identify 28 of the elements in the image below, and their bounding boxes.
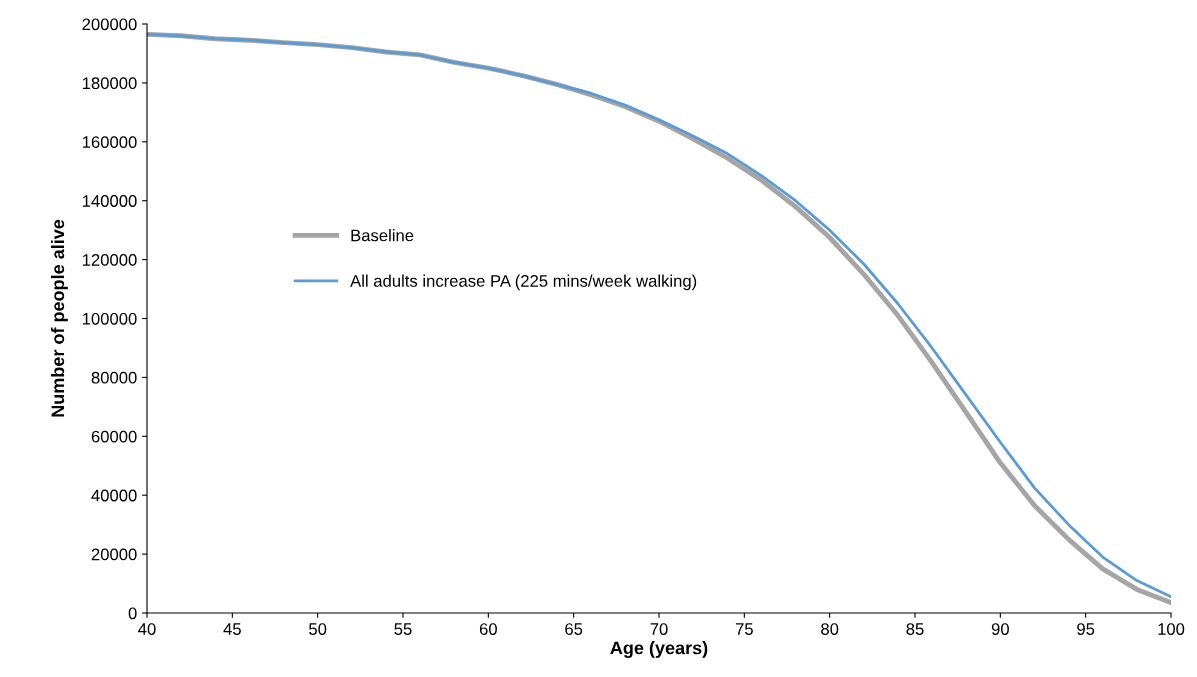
y-tick-label: 0 [128, 607, 137, 620]
x-tick-label: 55 [394, 623, 412, 635]
y-tick-label: 200000 [82, 18, 137, 31]
y-tick-label: 80000 [91, 371, 137, 384]
legend-label: Baseline [351, 229, 414, 242]
legend-label: All adults increase PA (225 mins/week walking) [350, 274, 697, 291]
x-tick-label: 65 [565, 623, 583, 635]
y-tick-label: 120000 [82, 254, 137, 266]
y-tick-label: 20000 [91, 548, 137, 561]
y-tick-label: 160000 [82, 136, 137, 148]
x-tick-label: 90 [991, 623, 1009, 635]
y-tick-label: 40000 [91, 489, 137, 502]
x-tick-label: 40 [138, 623, 156, 635]
x-tick-label: 80 [821, 623, 839, 635]
y-tick-label: 100000 [82, 312, 137, 325]
x-tick-label: 60 [479, 623, 497, 635]
y-tick-label: 60000 [91, 430, 137, 443]
x-tick-label: 50 [309, 623, 327, 635]
x-tick-label: 70 [650, 623, 668, 635]
y-axis-title: Number of people alive [50, 219, 68, 417]
x-axis-title: Age (years) [610, 641, 708, 658]
x-tick-label: 95 [1077, 623, 1095, 635]
x-tick-label: 75 [735, 623, 753, 635]
x-tick-label: 100 [1158, 623, 1185, 635]
x-tick-label: 45 [223, 623, 241, 635]
y-tick-label: 180000 [82, 77, 137, 90]
x-tick-label: 85 [906, 623, 924, 635]
y-tick-label: 140000 [82, 195, 137, 207]
